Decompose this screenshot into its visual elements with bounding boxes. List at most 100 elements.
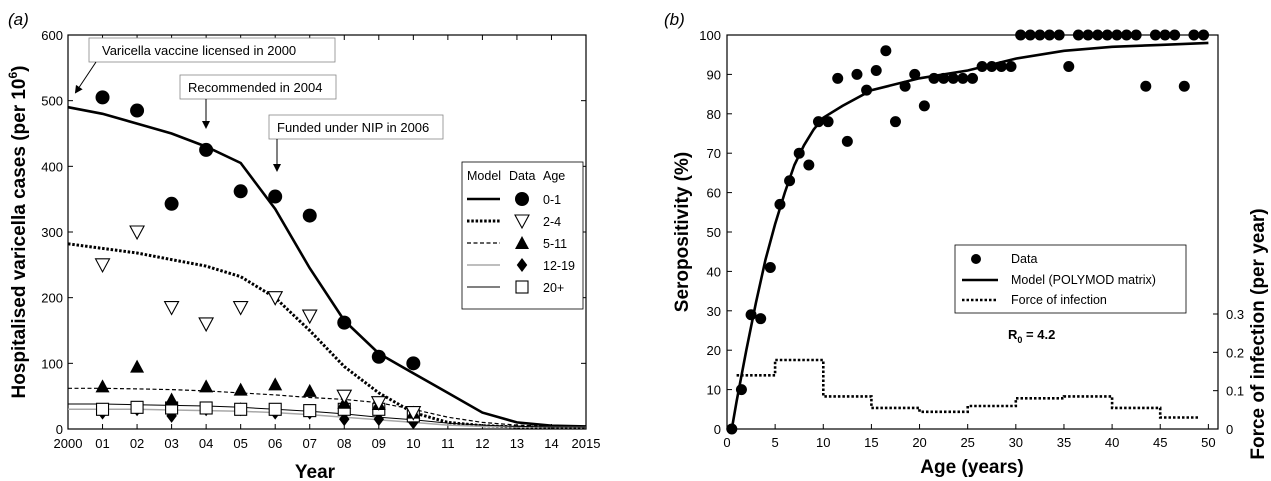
data-point [774, 198, 786, 210]
x-tick-label: 50 [1201, 435, 1215, 450]
data-point [1121, 29, 1133, 41]
data-point [918, 100, 930, 112]
legend-rows: 0-1 2-4 5-11 12-19 20+ [467, 192, 575, 295]
legend-label-5-11: 5-11 [543, 237, 567, 251]
y-tick-label: 90 [707, 67, 721, 82]
legend-marker-0-1 [515, 192, 529, 206]
y-tick-label: 500 [41, 94, 63, 109]
legend-marker-data [971, 254, 981, 264]
y-tick-label: 60 [707, 186, 721, 201]
panel-b-legend: Data Model (POLYMOD matrix) Force of inf… [954, 244, 1187, 314]
data-point-5-11 [268, 377, 283, 391]
data-point-0-1 [302, 208, 317, 223]
model-line [730, 41, 1209, 430]
panel-b-frame [726, 34, 1219, 430]
y-tick-label: 50 [707, 225, 721, 240]
x-tick-label: 35 [1057, 435, 1071, 450]
data-point [1063, 61, 1075, 73]
x-tick-label: 25 [960, 435, 974, 450]
legend-marker-2-4 [514, 214, 530, 230]
annotation-funded-nip: Funded under NIP in 2006 [268, 114, 444, 172]
annotation-text: Funded under NIP in 2006 [277, 120, 429, 135]
data-point [1188, 29, 1200, 41]
y-tick-label: 0 [56, 422, 63, 437]
data-point-2-4 [163, 300, 180, 316]
data-point [880, 45, 892, 57]
x-tick-label: 03 [164, 436, 178, 451]
r0-annotation: R0 = 4.2 [1008, 327, 1055, 345]
panel-a-y-ticks: 0 100 200 300 400 500 600 [41, 28, 586, 437]
x-tick-label: 0 [723, 435, 730, 450]
y-tick-label: 80 [707, 107, 721, 122]
data-point [995, 61, 1007, 73]
data-point [735, 384, 747, 396]
model-line-12-19 [68, 408, 586, 428]
r0-main: R [1008, 327, 1018, 342]
panel-b-label: (b) [664, 10, 685, 29]
model-line-5-11 [68, 387, 586, 427]
panel-a-x-label: Year [295, 462, 336, 481]
x-tick-label: 05 [233, 436, 247, 451]
data-point [909, 68, 921, 80]
x-tick-label: 06 [268, 436, 282, 451]
x-tick-label: 40 [1105, 435, 1119, 450]
x-tick-label: 08 [337, 436, 351, 451]
data-point [861, 84, 873, 96]
data-point-0-1 [233, 184, 248, 199]
data-point-20+ [95, 402, 110, 416]
legend-label-model: Model (POLYMOD matrix) [1011, 273, 1156, 287]
y2-tick-label: 0.2 [1226, 345, 1244, 360]
x-tick-label: 04 [199, 436, 213, 451]
legend-label-12-19: 12-19 [543, 259, 575, 273]
data-point-2-4 [232, 300, 249, 316]
data-point [851, 68, 863, 80]
data-point [967, 72, 978, 84]
legend-label-20+: 20+ [543, 281, 564, 295]
legend-marker-5-11 [515, 236, 529, 249]
data-point [1198, 29, 1210, 41]
data-point [1178, 80, 1190, 92]
data-point [793, 147, 805, 159]
legend-label-0-1: 0-1 [543, 193, 561, 207]
annotation-text: Recommended in 2004 [188, 80, 322, 95]
x-tick-label: 11 [441, 436, 455, 451]
data-point-20+ [234, 402, 248, 416]
data-point [803, 159, 815, 171]
data-point [976, 61, 988, 73]
r0-subscript: 0 [1017, 335, 1022, 345]
data-point [822, 116, 834, 128]
data-point-0-1 [268, 189, 283, 204]
x-tick-label: 10 [406, 436, 420, 451]
y-tick-label: 70 [707, 146, 721, 161]
panel-b-x-ticks: 0 5 10 15 20 25 30 35 40 45 50 [723, 424, 1216, 450]
data-point-0-1 [406, 356, 421, 371]
panel-b-data-markers [726, 29, 1210, 435]
data-point [1092, 29, 1104, 41]
data-point [1149, 29, 1161, 41]
data-point [957, 72, 969, 84]
data-point-2-4 [129, 225, 145, 241]
data-point [1111, 29, 1123, 41]
legend-header-data: Data [509, 169, 535, 183]
x-tick-label: 30 [1009, 435, 1023, 450]
data-point [870, 64, 882, 76]
data-point-5-11 [199, 379, 214, 393]
data-point [1072, 29, 1084, 41]
model-line-2-4 [67, 242, 586, 429]
data-point [726, 423, 738, 435]
panel-b-y2-label: Force of infection (per year) [1248, 208, 1269, 459]
data-point [928, 72, 940, 84]
annotation-arrow [74, 61, 97, 94]
data-point-2-4 [370, 396, 387, 411]
data-point [986, 61, 998, 73]
r0-rest: = 4.2 [1022, 327, 1055, 342]
data-point-0-1 [130, 103, 145, 118]
y-tick-label: 400 [41, 159, 63, 174]
annotation-box [179, 74, 337, 100]
x-tick-label: 13 [510, 436, 524, 451]
y2-tick-label: 0 [1226, 422, 1233, 437]
y-tick-label: 600 [41, 28, 63, 43]
x-tick-label: 12 [475, 436, 489, 451]
data-point [1130, 29, 1142, 41]
